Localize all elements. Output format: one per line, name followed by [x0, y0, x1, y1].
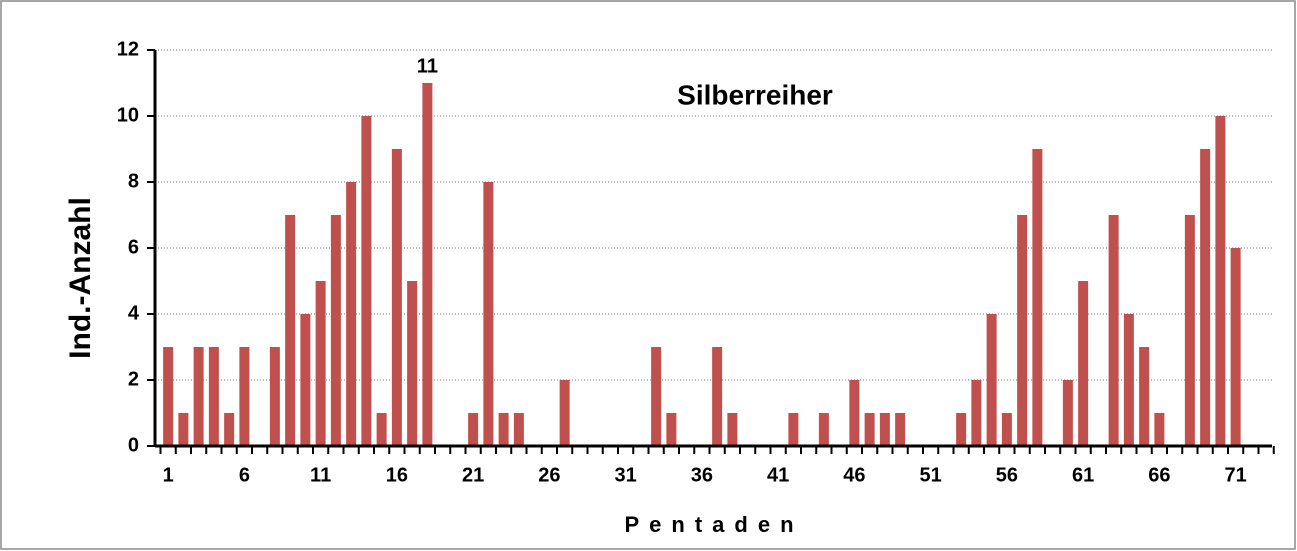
x-tick-label: 66 [1148, 464, 1170, 486]
bar [879, 413, 890, 446]
bar [468, 413, 479, 446]
y-tick-label: 0 [128, 434, 139, 456]
bar [483, 182, 494, 446]
bar [895, 413, 906, 446]
bar [315, 281, 326, 446]
x-tick-label: 56 [996, 464, 1018, 486]
bar [376, 413, 387, 446]
data-label: 11 [417, 55, 438, 77]
bar [1062, 380, 1073, 446]
x-tick-label: 36 [691, 464, 713, 486]
bar [1123, 314, 1134, 446]
x-tick-label: 41 [767, 464, 789, 486]
bar [163, 347, 174, 446]
bar [1017, 215, 1028, 446]
y-axis-label: Ind.-Anzahl [64, 197, 97, 359]
chart-title: Silberreiher [677, 79, 833, 110]
bar [391, 149, 402, 446]
bar [727, 413, 738, 446]
bar [1184, 215, 1195, 446]
y-tick-label: 8 [128, 170, 139, 192]
bar [559, 380, 570, 446]
bar [666, 413, 677, 446]
x-tick-label: 71 [1225, 464, 1247, 486]
bar [788, 413, 799, 446]
y-tick-label: 12 [117, 38, 139, 60]
bar [422, 83, 433, 446]
x-tick-label: 1 [163, 464, 174, 486]
bar [1001, 413, 1012, 446]
x-tick-label: 46 [843, 464, 865, 486]
x-axis-label: Pentaden [624, 512, 803, 537]
x-tick-label: 11 [310, 464, 331, 486]
bar [285, 215, 296, 446]
bar [346, 182, 357, 446]
y-tick-label: 2 [128, 368, 139, 390]
bar [330, 215, 341, 446]
bar [1230, 248, 1241, 446]
bar [1032, 149, 1043, 446]
bar [864, 413, 875, 446]
x-tick-label: 26 [538, 464, 560, 486]
bar [208, 347, 219, 446]
bar [818, 413, 829, 446]
bar [239, 347, 250, 446]
x-tick-label: 61 [1072, 464, 1094, 486]
bar [971, 380, 982, 446]
bar [849, 380, 860, 446]
x-tick-label: 51 [920, 464, 942, 486]
bar [224, 413, 235, 446]
bar [300, 314, 311, 446]
bar [1078, 281, 1089, 446]
bar [407, 281, 418, 446]
bar [1139, 347, 1150, 446]
bar [1154, 413, 1165, 446]
bar [1215, 116, 1226, 446]
bar [361, 116, 372, 446]
bar [1200, 149, 1211, 446]
bar [513, 413, 524, 446]
bar [651, 347, 662, 446]
x-tick-label: 16 [386, 464, 408, 486]
x-tick-label: 31 [615, 464, 637, 486]
y-tick-label: 4 [128, 302, 140, 324]
bar [956, 413, 967, 446]
bar [986, 314, 997, 446]
bar [269, 347, 280, 446]
bar [712, 347, 723, 446]
bar [1108, 215, 1119, 446]
y-tick-label: 6 [128, 236, 139, 258]
y-tick-label: 10 [117, 104, 139, 126]
bar [178, 413, 189, 446]
bar [193, 347, 204, 446]
x-tick-label: 21 [462, 464, 484, 486]
x-tick-label: 6 [239, 464, 250, 486]
bar [498, 413, 509, 446]
